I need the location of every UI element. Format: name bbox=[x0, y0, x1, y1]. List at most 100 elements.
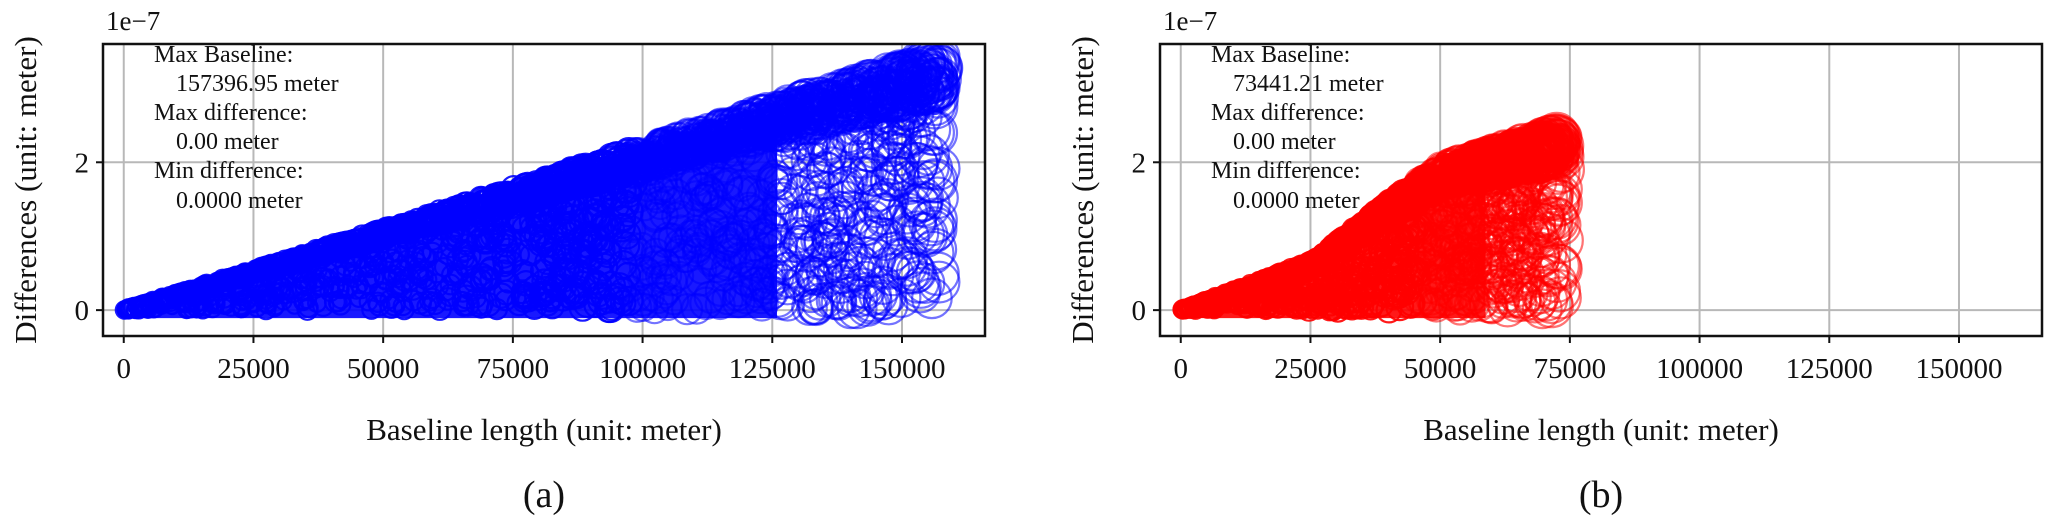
panel-b-x-tick-label: 125000 bbox=[1786, 353, 1873, 385]
panel-b-data-point bbox=[1433, 221, 1463, 252]
panel-a-data-point bbox=[405, 218, 427, 240]
panel-a-data-point bbox=[240, 264, 262, 286]
panel-b-data-point bbox=[1357, 295, 1384, 321]
panel-b-data-point bbox=[1311, 242, 1335, 266]
panel-b-data-point bbox=[1481, 158, 1518, 194]
panel-a-data-point bbox=[680, 292, 713, 325]
panel-b-data-point bbox=[1217, 286, 1235, 304]
panel-a-data-point bbox=[775, 156, 810, 191]
panel-a-data-point bbox=[822, 250, 861, 289]
panel-a-data-point bbox=[387, 258, 412, 282]
panel-b-data-point bbox=[1183, 295, 1204, 316]
panel-a-data-point bbox=[488, 282, 515, 309]
panel-a-data-point bbox=[804, 197, 841, 235]
panel-b-plot-frame bbox=[1158, 42, 2044, 338]
panel-a-data-point bbox=[766, 98, 801, 133]
panel-a-data-point bbox=[329, 278, 350, 299]
panel-a-data-point bbox=[470, 225, 494, 249]
panel-a-data-point bbox=[756, 165, 791, 200]
panel-a-data-point bbox=[308, 240, 329, 261]
panel-a-data-point bbox=[908, 109, 955, 156]
panel-a-data-point bbox=[829, 232, 867, 270]
panel-a-data-point bbox=[183, 281, 201, 299]
panel-b-points bbox=[1172, 111, 1585, 330]
panel-b-data-point bbox=[1342, 221, 1366, 244]
panel-b-data-point bbox=[1229, 295, 1247, 313]
panel-a-data-point bbox=[525, 209, 554, 238]
panel-a-data-point bbox=[609, 289, 637, 317]
panel-a-data-point bbox=[745, 179, 779, 213]
panel-b-x-tick-label: 150000 bbox=[1915, 353, 2002, 385]
panel-b-data-point bbox=[1257, 281, 1280, 304]
panel-a-data-point bbox=[282, 251, 304, 273]
panel-a-annotation-line-2: 157396.95 meter bbox=[176, 71, 339, 97]
panel-a-annotation-line-6: 0.0000 meter bbox=[176, 188, 303, 214]
panel-b-data-point bbox=[1435, 257, 1466, 288]
panel-a-plot-frame bbox=[101, 42, 987, 338]
panel-a-data-point bbox=[232, 298, 252, 318]
panel-b-data-point bbox=[1281, 260, 1302, 281]
panel-a-data-point bbox=[752, 276, 788, 312]
panel-a-data-point bbox=[571, 238, 596, 264]
panel-a-y-tick-label: 0 bbox=[75, 295, 90, 327]
panel-b-data-point bbox=[1349, 288, 1374, 313]
panel-b-data-point bbox=[1390, 235, 1418, 263]
panel-b-data-point bbox=[1513, 280, 1557, 324]
panel-b-caption: (b) bbox=[1579, 474, 1623, 516]
panel-a-data-point bbox=[207, 274, 227, 294]
panel-a-data-point bbox=[732, 206, 767, 241]
panel-a-data-point bbox=[452, 249, 478, 276]
panel-a-data-point bbox=[684, 130, 714, 160]
panel-b-data-point bbox=[1519, 202, 1563, 246]
panel-a-data-point bbox=[479, 223, 505, 249]
panel-a-data-point bbox=[554, 177, 580, 202]
panel-a-data-point bbox=[327, 292, 348, 313]
panel-a-data-point bbox=[610, 230, 641, 261]
panel-a-data-point bbox=[495, 180, 520, 206]
panel-a-data-point bbox=[624, 184, 653, 214]
panel-a-data-point bbox=[747, 232, 785, 270]
panel-a-data-point bbox=[904, 262, 946, 304]
panel-a-data-point bbox=[202, 296, 220, 314]
panel-a-data-point bbox=[779, 216, 816, 254]
panel-b-x-tick-label: 75000 bbox=[1534, 353, 1607, 385]
panel-a-data-point bbox=[370, 281, 392, 303]
panel-b-data-point bbox=[1408, 170, 1440, 202]
panel-b-data-point bbox=[1450, 282, 1486, 318]
panel-a-data-point bbox=[552, 218, 577, 244]
panel-a-data-point bbox=[902, 129, 944, 171]
panel-b-data-point bbox=[1254, 268, 1276, 291]
panel-a-data-point bbox=[193, 299, 213, 320]
panel-a-data-point bbox=[712, 216, 745, 249]
panel-a-data-point bbox=[563, 275, 593, 304]
panel-a-data-point bbox=[535, 283, 564, 312]
panel-a-data-point bbox=[639, 198, 672, 231]
panel-a-x-tick-label: 50000 bbox=[347, 353, 420, 385]
panel-a-data-point bbox=[557, 156, 586, 185]
panel-b-data-point bbox=[1524, 134, 1570, 179]
panel-a-data-point bbox=[319, 280, 341, 302]
panel-a-data-point bbox=[402, 289, 425, 312]
panel-a-data-point bbox=[868, 285, 909, 326]
panel-b-data-point bbox=[1418, 287, 1451, 320]
panel-a-x-tick-label: 0 bbox=[117, 353, 132, 385]
panel-b-data-point bbox=[1507, 255, 1546, 294]
panel-b-data-point bbox=[1538, 246, 1583, 291]
panel-a-data-point bbox=[886, 245, 928, 287]
panel-a-data-point bbox=[554, 233, 583, 262]
panel-b-data-point bbox=[1489, 141, 1525, 177]
panel-a-data-point bbox=[251, 257, 273, 280]
panel-b-annotation-line-3: Max difference: bbox=[1211, 100, 1364, 126]
panel-a-data-point bbox=[552, 251, 581, 280]
panel-a-data-point bbox=[904, 182, 951, 229]
panel-a-data-point bbox=[704, 289, 736, 321]
panel-a-data-point bbox=[797, 288, 835, 326]
panel-a-data-point bbox=[731, 265, 764, 298]
panel-a-data-point bbox=[899, 266, 942, 309]
panel-a-data-point bbox=[624, 284, 652, 313]
panel-a-y-axis-label: Differences (unit: meter) bbox=[8, 36, 43, 344]
panel-a-data-point bbox=[801, 241, 838, 278]
panel-b-data-point bbox=[1475, 146, 1514, 185]
panel-a-data-point bbox=[759, 281, 797, 318]
panel-a-data-point bbox=[787, 102, 824, 139]
